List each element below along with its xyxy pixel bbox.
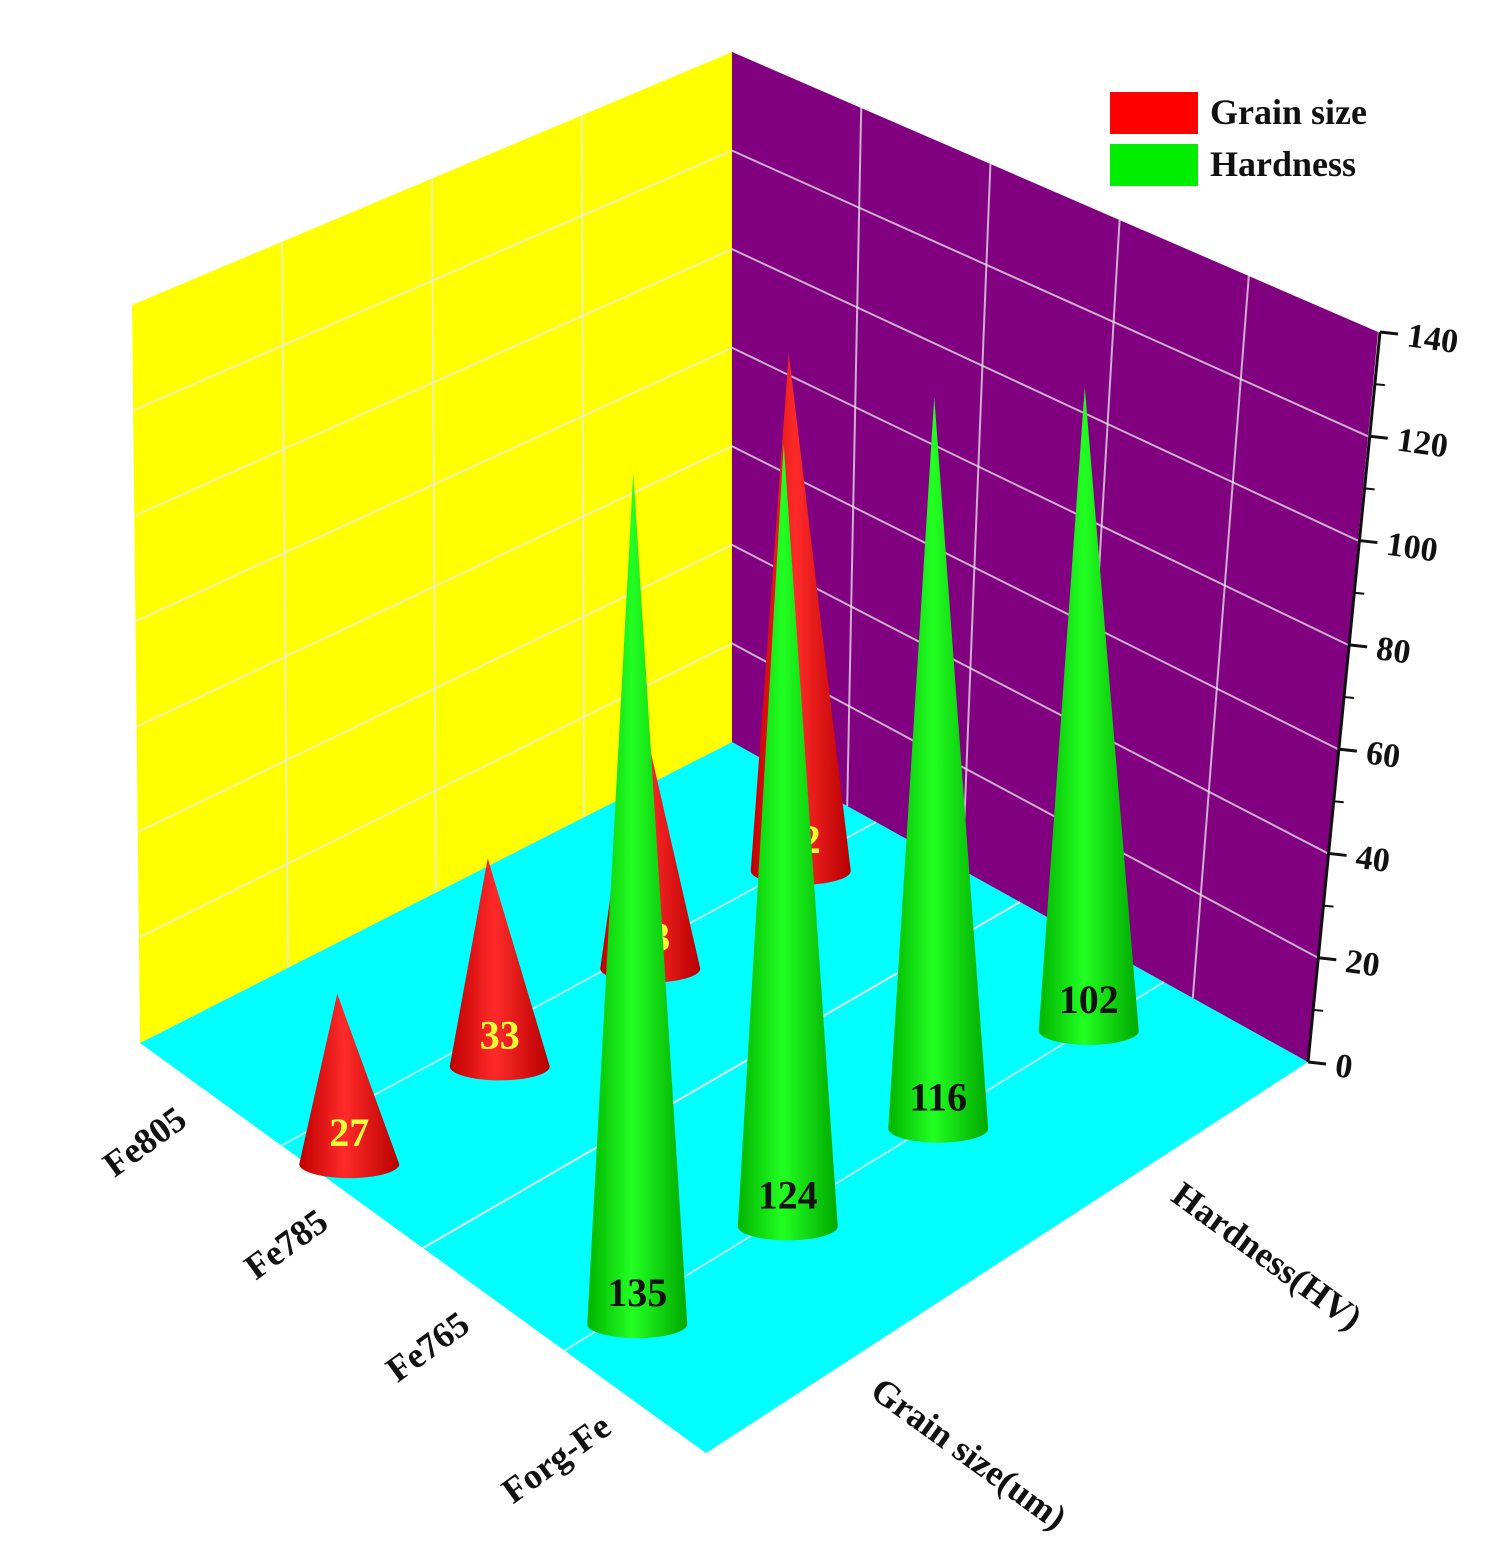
cone-body (587, 472, 688, 1339)
category-label: Fe765 (379, 1303, 477, 1389)
cone-body (299, 993, 400, 1179)
z-tick-label: 40 (1353, 839, 1392, 880)
z-minor-tick (1313, 1008, 1324, 1012)
cone-hardness: 102 (1038, 387, 1139, 1045)
cone-hardness: 116 (888, 396, 989, 1143)
gridline-right-wall (961, 163, 992, 871)
z-tick-label: 100 (1384, 526, 1440, 570)
legend-swatch (1110, 144, 1198, 186)
z-minor-tick (1354, 591, 1365, 595)
cone-hardness: 135 (587, 472, 688, 1339)
gridline-left-wall (431, 178, 437, 893)
gridline-z (137, 543, 1329, 855)
gridline-z (132, 149, 1369, 438)
z-tick (1328, 851, 1347, 857)
z-tick-label: 60 (1364, 734, 1403, 775)
z-tick (1307, 1060, 1327, 1066)
category-label: Fe805 (96, 1098, 194, 1184)
cone-series: 82431023311627124135 (299, 353, 1139, 1339)
z-minor-tick (1374, 383, 1385, 387)
z-tick-label: 20 (1343, 943, 1382, 984)
z-tick-label: 120 (1395, 422, 1451, 466)
z-tick-label: 140 (1405, 317, 1461, 361)
legend-label: Hardness (1210, 144, 1356, 184)
cone-body (449, 858, 550, 1081)
z-tick (1369, 434, 1388, 440)
gridline-z (135, 346, 1349, 646)
cone-value-label: 124 (758, 1172, 818, 1217)
gridline-left-wall (581, 115, 585, 818)
z-minor-tick (1343, 696, 1355, 699)
z-tick (1348, 643, 1368, 649)
z-minor-tick (1364, 487, 1375, 491)
gridline-left-wall (281, 241, 289, 968)
cone-body (737, 444, 838, 1241)
cone-value-label: 102 (1059, 977, 1119, 1022)
z-tick-label: 80 (1374, 630, 1413, 671)
cone-value-label: 135 (607, 1270, 667, 1315)
z-minor-tick (1323, 904, 1334, 908)
category-label: Fe785 (237, 1201, 335, 1287)
z-tick (1379, 330, 1399, 336)
series-axis-label: Hardness(HV) (1165, 1174, 1370, 1338)
legend: Grain size Hardness (1110, 92, 1367, 186)
gridline-z (136, 445, 1339, 751)
legend-label: Grain size (1210, 92, 1367, 132)
cone-body (888, 396, 989, 1143)
cone-grain-size: 33 (449, 858, 550, 1081)
z-minor-tick (1333, 800, 1344, 804)
z-tick (1318, 956, 1337, 962)
category-label: Forg-Fe (494, 1406, 618, 1511)
gridline-z (133, 248, 1359, 542)
z-tick-label: 0 (1333, 1047, 1355, 1086)
cone-value-label: 27 (329, 1110, 369, 1155)
cone-body (1038, 387, 1139, 1045)
gridline-right-wall (846, 107, 863, 807)
z-tick (1338, 747, 1358, 753)
right-wall (732, 52, 1378, 1062)
legend-swatch (1110, 92, 1198, 134)
floor-plane (140, 742, 1308, 1453)
series-axis-label: Grain size(um) (864, 1369, 1074, 1537)
z-axis: 0 20 40 60 80 100 120 140 (1306, 317, 1461, 1086)
z-tick (1359, 539, 1378, 545)
gridline-right-wall (1191, 275, 1250, 999)
cone-hardness: 124 (737, 444, 838, 1241)
cone-grain-size: 27 (299, 993, 400, 1179)
cone-value-label: 33 (480, 1012, 520, 1057)
cone-value-label: 116 (909, 1075, 967, 1120)
